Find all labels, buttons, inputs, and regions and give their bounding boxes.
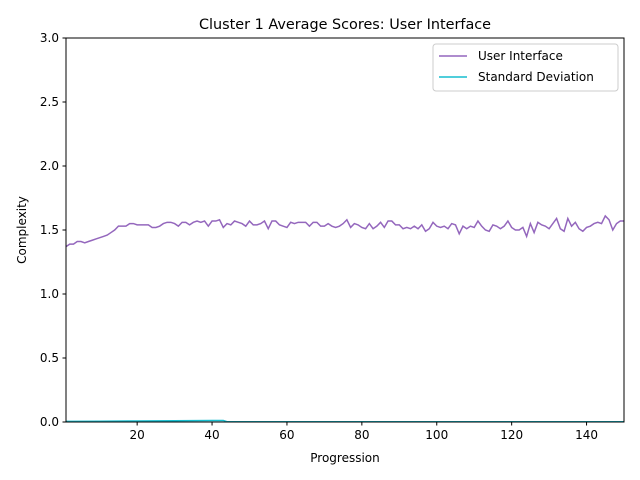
x-tick-label: 80 <box>354 428 369 442</box>
legend: User Interface Standard Deviation <box>432 43 619 92</box>
legend-label-user-interface: User Interface <box>478 49 563 63</box>
y-tick-label: 1.0 <box>40 287 59 301</box>
legend-label-standard-deviation: Standard Deviation <box>478 70 594 84</box>
y-tick-label: 2.5 <box>40 95 59 109</box>
y-tick-label: 2.0 <box>40 159 59 173</box>
axes-frame <box>65 37 625 423</box>
x-tick-label: 20 <box>130 428 145 442</box>
legend-box <box>432 43 619 92</box>
x-tick-label: 120 <box>500 428 523 442</box>
x-axis-label: Progression <box>310 451 380 465</box>
series-line-user-interface <box>65 214 624 248</box>
x-tick-label: 40 <box>204 428 219 442</box>
x-tick-label: 60 <box>279 428 294 442</box>
x-tick-label: 140 <box>575 428 598 442</box>
x-axis-ticks: 20 40 60 80 100 120 140 <box>130 422 598 442</box>
chart-title: Cluster 1 Average Scores: User Interface <box>199 17 491 33</box>
y-tick-label: 1.5 <box>40 223 59 237</box>
y-tick-label: 3.0 <box>40 31 59 45</box>
y-axis-label: Complexity <box>15 196 29 264</box>
x-tick-label: 100 <box>425 428 448 442</box>
y-axis-ticks: 0.0 0.5 1.0 1.5 2.0 2.5 3.0 <box>40 31 66 429</box>
plot-area <box>65 214 624 423</box>
y-tick-label: 0.5 <box>40 351 59 365</box>
y-tick-label: 0.0 <box>40 415 59 429</box>
